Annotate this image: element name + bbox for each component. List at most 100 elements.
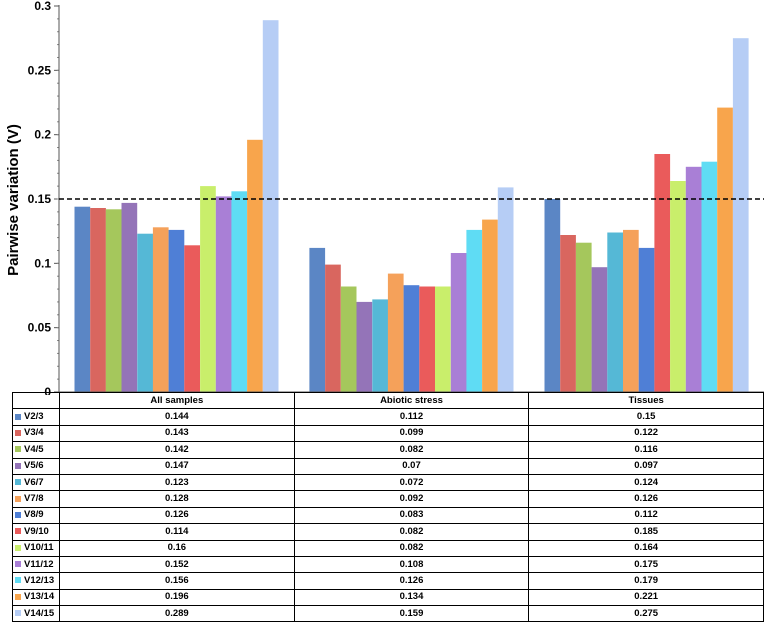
bar <box>309 247 326 392</box>
series-name: V2/3 <box>24 411 44 423</box>
data-label: 0.099 <box>293 424 530 443</box>
y-tick-label: 0 <box>44 385 51 395</box>
series-name: V13/14 <box>24 591 55 603</box>
legend-swatch <box>15 479 21 486</box>
bar <box>372 299 388 392</box>
table-row: V3/4 0.143 0.099 0.122 <box>12 424 764 443</box>
data-label: 0.196 <box>59 588 295 607</box>
bar <box>575 242 592 392</box>
data-label: 0.16 <box>59 539 295 557</box>
y-tick-label: 0.3 <box>34 0 51 13</box>
data-label: 0.142 <box>59 441 295 459</box>
data-label: 0.126 <box>59 506 295 525</box>
series-name: V8/9 <box>24 509 44 521</box>
bar <box>560 235 576 392</box>
table-row: V7/8 0.128 0.092 0.126 <box>12 490 764 508</box>
data-table: All samples Abiotic stress Tissues V2/3 0.1… <box>12 391 764 623</box>
bar <box>356 301 373 392</box>
bar <box>403 285 420 392</box>
data-label: 0.097 <box>528 457 764 475</box>
bar-chart: Pairwise variation (V) 0 0.05 0.1 0.15 0.2 0.… <box>5 0 764 395</box>
table-row: V12/13 0.156 0.126 0.179 <box>12 572 764 590</box>
bar <box>340 286 357 392</box>
bar <box>732 38 749 392</box>
legend-entry: V11/12 <box>12 555 60 574</box>
bar <box>184 245 200 392</box>
table-row: V14/15 0.289 0.159 0.275 <box>12 605 764 623</box>
series-name: V10/11 <box>24 542 54 554</box>
legend-entry: V12/13 <box>12 572 60 590</box>
data-label: 0.122 <box>528 424 764 443</box>
data-label: 0.126 <box>293 572 530 590</box>
table-row: V11/12 0.152 0.108 0.175 <box>12 555 764 574</box>
legend-entry: V14/15 <box>12 605 60 623</box>
table-row: V4/5 0.142 0.082 0.116 <box>12 441 764 459</box>
legend-swatch <box>15 413 21 420</box>
bar <box>607 232 623 392</box>
bar <box>419 286 435 392</box>
data-label: 0.092 <box>293 490 530 508</box>
bar <box>90 208 106 392</box>
series-name: V9/10 <box>24 525 49 537</box>
bar <box>262 20 279 392</box>
bar <box>466 229 483 392</box>
bar <box>638 247 655 392</box>
data-label: 0.144 <box>59 408 295 426</box>
legend-swatch <box>15 544 21 551</box>
data-label: 0.128 <box>59 490 295 508</box>
category-label: Abiotic stress <box>293 391 530 410</box>
data-label: 0.164 <box>528 539 764 557</box>
legend-entry: V2/3 <box>12 408 60 426</box>
table-row: V10/11 0.16 0.082 0.164 <box>12 539 764 557</box>
legend-entry: V8/9 <box>12 506 60 525</box>
legend-entry: V7/8 <box>12 490 60 508</box>
bar <box>701 161 718 392</box>
y-tick-label: 0.2 <box>34 128 51 142</box>
series-name: V12/13 <box>24 574 55 586</box>
data-label: 0.156 <box>59 572 295 590</box>
legend-entry: V4/5 <box>12 441 60 459</box>
bar <box>670 181 686 392</box>
bar <box>215 196 232 392</box>
bar <box>450 253 467 392</box>
data-label: 0.112 <box>528 506 764 525</box>
legend-swatch <box>15 610 21 617</box>
series-name: V7/8 <box>24 493 44 505</box>
bar <box>74 206 91 392</box>
y-tick-label: 0.05 <box>28 321 52 335</box>
legend-swatch <box>15 511 21 518</box>
bar <box>105 209 122 392</box>
legend-entry: V10/11 <box>12 539 60 557</box>
series-name: V14/15 <box>24 607 55 619</box>
table-row: V13/14 0.196 0.134 0.221 <box>12 588 764 607</box>
y-tick-label: 0.25 <box>28 63 52 77</box>
bar <box>685 166 702 392</box>
table-row: V5/6 0.147 0.07 0.097 <box>12 457 764 475</box>
legend-swatch <box>15 495 21 502</box>
data-label: 0.082 <box>293 539 530 557</box>
data-label: 0.116 <box>528 441 764 459</box>
y-tick-label: 0.1 <box>34 256 51 270</box>
data-label: 0.185 <box>528 523 764 541</box>
data-label: 0.126 <box>528 490 764 508</box>
series-name: V5/6 <box>24 460 44 472</box>
data-label: 0.179 <box>528 572 764 590</box>
bar <box>591 267 608 392</box>
legend-swatch <box>15 577 21 584</box>
data-label: 0.083 <box>293 506 530 525</box>
data-label: 0.082 <box>293 441 530 459</box>
y-tick-label: 0.15 <box>28 192 52 206</box>
data-label: 0.082 <box>293 523 530 541</box>
bar <box>544 199 561 392</box>
category-label: Tissues <box>528 391 764 410</box>
legend-swatch <box>15 462 21 469</box>
data-label: 0.175 <box>528 555 764 574</box>
bar <box>200 186 216 392</box>
data-label: 0.147 <box>59 457 295 475</box>
data-label: 0.289 <box>59 605 295 623</box>
table-corner <box>12 391 60 410</box>
legend-entry: V6/7 <box>12 473 60 492</box>
bar <box>482 219 498 392</box>
data-label: 0.108 <box>293 555 530 574</box>
data-label: 0.123 <box>59 473 295 492</box>
